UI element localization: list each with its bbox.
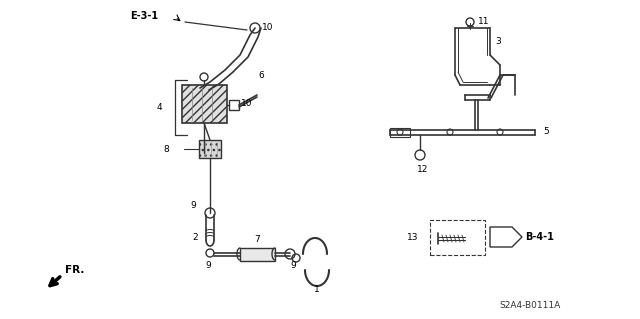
Text: 10: 10 bbox=[262, 23, 273, 32]
Text: 12: 12 bbox=[417, 165, 429, 174]
Bar bbox=[182, 85, 227, 123]
Bar bbox=[199, 140, 221, 158]
Text: E-3-1: E-3-1 bbox=[130, 11, 158, 21]
Text: 2: 2 bbox=[192, 234, 198, 242]
Text: 9: 9 bbox=[290, 262, 296, 271]
Text: 3: 3 bbox=[495, 38, 500, 47]
Text: 4: 4 bbox=[157, 102, 163, 112]
Bar bbox=[390, 128, 410, 137]
Text: FR.: FR. bbox=[65, 265, 84, 275]
Bar bbox=[229, 100, 239, 110]
Text: B-4-1: B-4-1 bbox=[525, 232, 554, 242]
Text: 13: 13 bbox=[406, 233, 418, 241]
Text: S2A4-B0111A: S2A4-B0111A bbox=[499, 300, 561, 309]
Text: 8: 8 bbox=[163, 145, 169, 153]
Text: 9: 9 bbox=[205, 261, 211, 270]
Text: 11: 11 bbox=[478, 18, 490, 26]
Text: 6: 6 bbox=[258, 70, 264, 79]
Text: 1: 1 bbox=[314, 286, 320, 294]
Bar bbox=[240, 248, 275, 261]
Text: 9: 9 bbox=[190, 201, 196, 210]
Bar bbox=[430, 220, 485, 255]
Text: 5: 5 bbox=[543, 128, 548, 137]
Text: 7: 7 bbox=[254, 235, 260, 244]
Text: 10: 10 bbox=[241, 100, 253, 108]
